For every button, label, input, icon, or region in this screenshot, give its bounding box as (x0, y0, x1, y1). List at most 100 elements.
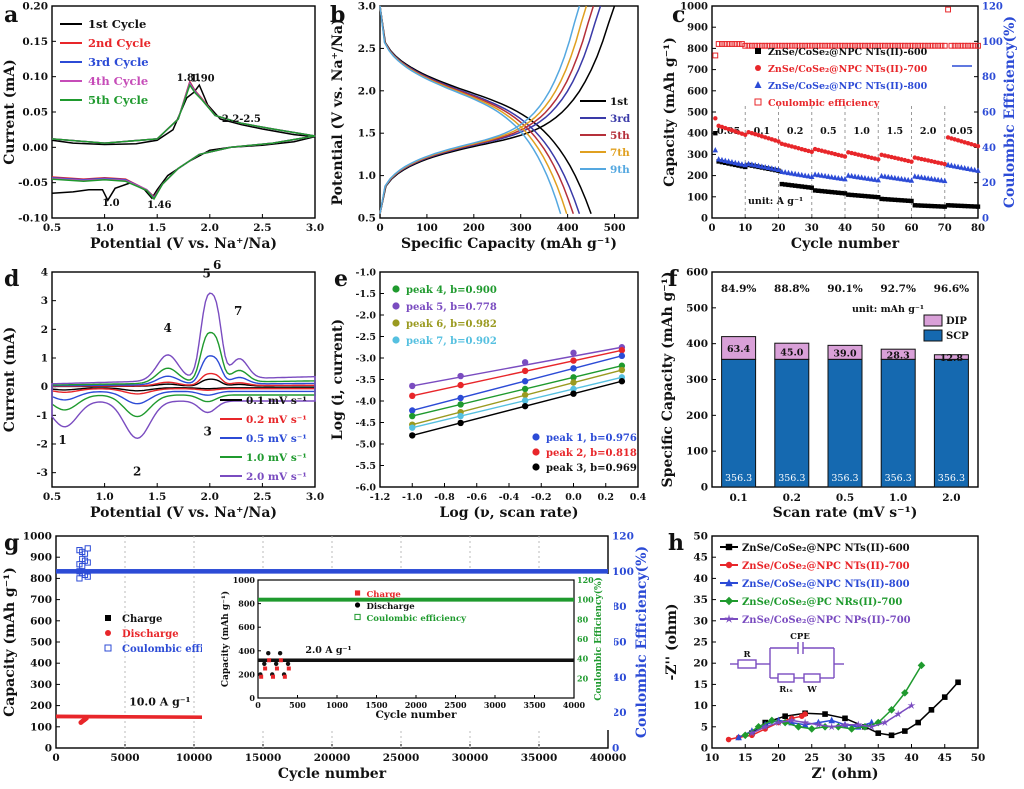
inset-charge-point (259, 674, 264, 679)
ce-point (948, 42, 955, 49)
legend-entry: ZnSe/CoSe₂@NPC NTs(II)-800 (742, 579, 910, 590)
y-tick-label: 700 (30, 594, 52, 606)
ce-point (911, 42, 918, 49)
x-tick-label: 3.0 (306, 491, 324, 503)
ce-point (755, 42, 762, 49)
capacity-point (869, 194, 874, 199)
inset-charge-point (267, 658, 272, 663)
capacity-point (846, 192, 851, 197)
capacity-point (723, 125, 728, 131)
data-point (457, 372, 464, 380)
capacity-point (896, 197, 901, 203)
capacity-point (952, 137, 957, 142)
y-tick-label: 10 (693, 700, 708, 712)
capacity-point (816, 188, 821, 193)
ce-point (875, 42, 882, 49)
capacity-point (812, 171, 818, 177)
x-tick-label: 0.0 (565, 492, 582, 503)
capacity-point (922, 203, 927, 208)
capacity-point (945, 135, 951, 140)
capacity-point (859, 193, 864, 198)
capacity-point (782, 142, 788, 147)
panel-e: -1.2 -1.0 -0.8 -0.6 -0.4 -0.2 0.0 0.2 0.4 -6.0 -5.… (330, 266, 647, 521)
x-tick-label: 10000 (176, 752, 213, 764)
capacity-point (899, 198, 904, 203)
y-tick-label: -2 (36, 439, 48, 451)
legend-marker (725, 561, 733, 569)
inset-legend-marker (354, 613, 361, 621)
legend-marker (754, 98, 762, 106)
bar-scp (933, 358, 969, 488)
unit-label: unit: mAh g⁻¹ (852, 304, 924, 315)
capacity-point (876, 157, 881, 162)
data-point (618, 366, 626, 374)
inset-legend-entry: Discharge (367, 602, 416, 612)
capacity-point (965, 165, 971, 172)
capacity-point (762, 163, 768, 170)
data-point (521, 391, 529, 399)
fit-line (412, 355, 623, 412)
ce-point (818, 42, 825, 49)
data-point (521, 397, 529, 404)
y2-tick-label: 100 (982, 37, 1003, 48)
bar-scp (827, 358, 863, 488)
nyquist-point (747, 729, 756, 737)
capacity-point (955, 163, 961, 170)
capacity-point (832, 190, 838, 195)
annotation: 1.0 (102, 198, 119, 209)
capacity-point (972, 204, 977, 209)
x-tick-label: 15 (738, 752, 753, 764)
legend-entry: 9th (610, 164, 630, 176)
y-tick-label: 50 (693, 531, 708, 543)
ce-point (965, 42, 971, 49)
inset-y-tick-label: 0 (249, 693, 255, 703)
y-tick-label: 2 (41, 324, 48, 336)
charge-curve (379, 5, 616, 214)
series-line (51, 83, 316, 201)
capacity-point (838, 175, 845, 181)
x-tick-label: 45 (937, 752, 952, 764)
capacity-point (852, 173, 858, 179)
data-point (618, 378, 626, 385)
capacity-point (879, 152, 884, 158)
y-tick-label: 0.00 (22, 142, 48, 154)
data-point (521, 385, 529, 393)
ce-point (778, 42, 785, 49)
legend-marker (724, 614, 734, 623)
panel-b: 0 100 200 300 400 500 0.5 1.0 1.5 2.0 2.5 3.0 Specif… (330, 1, 639, 252)
bar-dip (721, 336, 757, 360)
legend-entry: DIP (946, 316, 967, 327)
data-point (457, 419, 464, 427)
bar-scp (880, 358, 916, 488)
bar-scp (721, 358, 757, 488)
nyquist-point (842, 715, 848, 722)
capacity-point (719, 156, 725, 163)
ce-point (76, 575, 83, 582)
inset-y-tick-label: 1000 (233, 575, 256, 585)
legend-entry: 0.5 mV s⁻¹ (246, 433, 307, 445)
ce-point (928, 42, 935, 49)
capacity-point (826, 150, 831, 155)
capacity-point (918, 174, 925, 180)
nyquist-point (774, 718, 783, 726)
peak-label: 2 (133, 465, 141, 479)
circuit-label: R (743, 650, 751, 660)
ce-point (798, 42, 805, 49)
x-tick-label: 2.5 (253, 491, 271, 503)
legend-entry: ZnSe/CoSe₂@NPC NTs(II)-600 (742, 543, 910, 554)
circuit-label: CPE (790, 632, 810, 642)
y-tick-label: -2.0 (356, 311, 377, 322)
rate-label: 2.0 (920, 126, 937, 137)
inset-charge-point (271, 674, 276, 679)
capacity-point (912, 203, 918, 208)
y-tick-label: 500 (687, 108, 708, 119)
capacity-point (935, 204, 941, 209)
data-point (618, 347, 626, 354)
x-tick-label: 35000 (521, 752, 558, 764)
y2-axis-label: Coulombic Efficiency(%) (634, 546, 650, 738)
legend-marker (725, 578, 733, 587)
legend-marker (725, 543, 733, 551)
capacity-point (829, 173, 835, 180)
capacity-point (713, 131, 718, 136)
x-tick-label: -0.8 (434, 492, 455, 503)
